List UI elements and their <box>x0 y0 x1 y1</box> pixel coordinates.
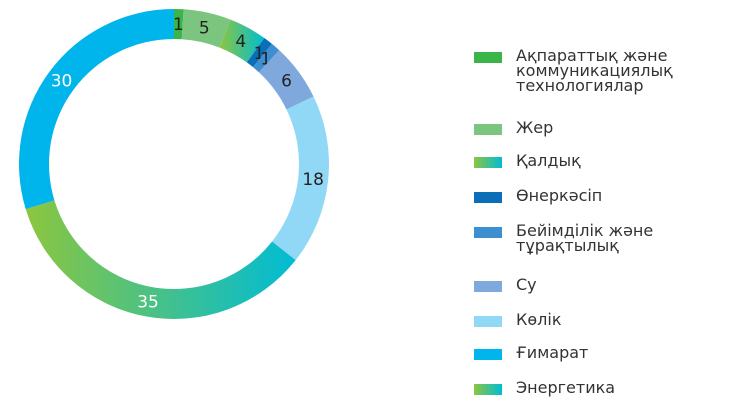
legend-label: Қалдық <box>516 151 581 170</box>
slice-label: 6 <box>281 72 292 92</box>
legend-swatch <box>474 157 502 168</box>
slice <box>253 43 280 73</box>
legend-swatch <box>474 227 502 238</box>
slice <box>174 9 184 40</box>
legend-label: Өнеркәсіп <box>516 186 603 205</box>
slice <box>246 38 272 68</box>
slice-label: 1 <box>254 44 265 64</box>
slice-label: 1 <box>173 15 184 35</box>
legend-label: Бейімділік және тұрақтылық <box>516 221 654 255</box>
slice-label: 5 <box>199 18 210 38</box>
slice <box>181 9 231 48</box>
legend-swatch <box>474 281 502 292</box>
legend-label: Көлік <box>516 310 562 329</box>
legend-swatch <box>474 192 502 203</box>
slice-label: 1 <box>260 49 271 69</box>
legend-label: Ақпараттық және коммуникациялық технолог… <box>516 46 673 95</box>
slice-label: 4 <box>235 32 246 52</box>
slice-label: 30 <box>51 72 73 92</box>
legend-swatch <box>474 316 502 327</box>
legend-label: Жер <box>516 118 554 137</box>
slice-label: 35 <box>137 293 159 313</box>
legend-swatch <box>474 52 502 63</box>
slice <box>18 9 175 210</box>
slice-label: 18 <box>302 170 324 190</box>
slice <box>219 19 265 63</box>
legend-label: Энергетика <box>516 378 616 397</box>
legend-swatch <box>474 124 502 135</box>
legend-label: Су <box>516 275 537 294</box>
slice <box>25 200 296 320</box>
slice <box>258 50 314 110</box>
legend-swatch <box>474 384 502 395</box>
legend-label: Ғимарат <box>516 343 589 362</box>
legend-swatch <box>474 349 502 360</box>
slice <box>272 96 329 261</box>
